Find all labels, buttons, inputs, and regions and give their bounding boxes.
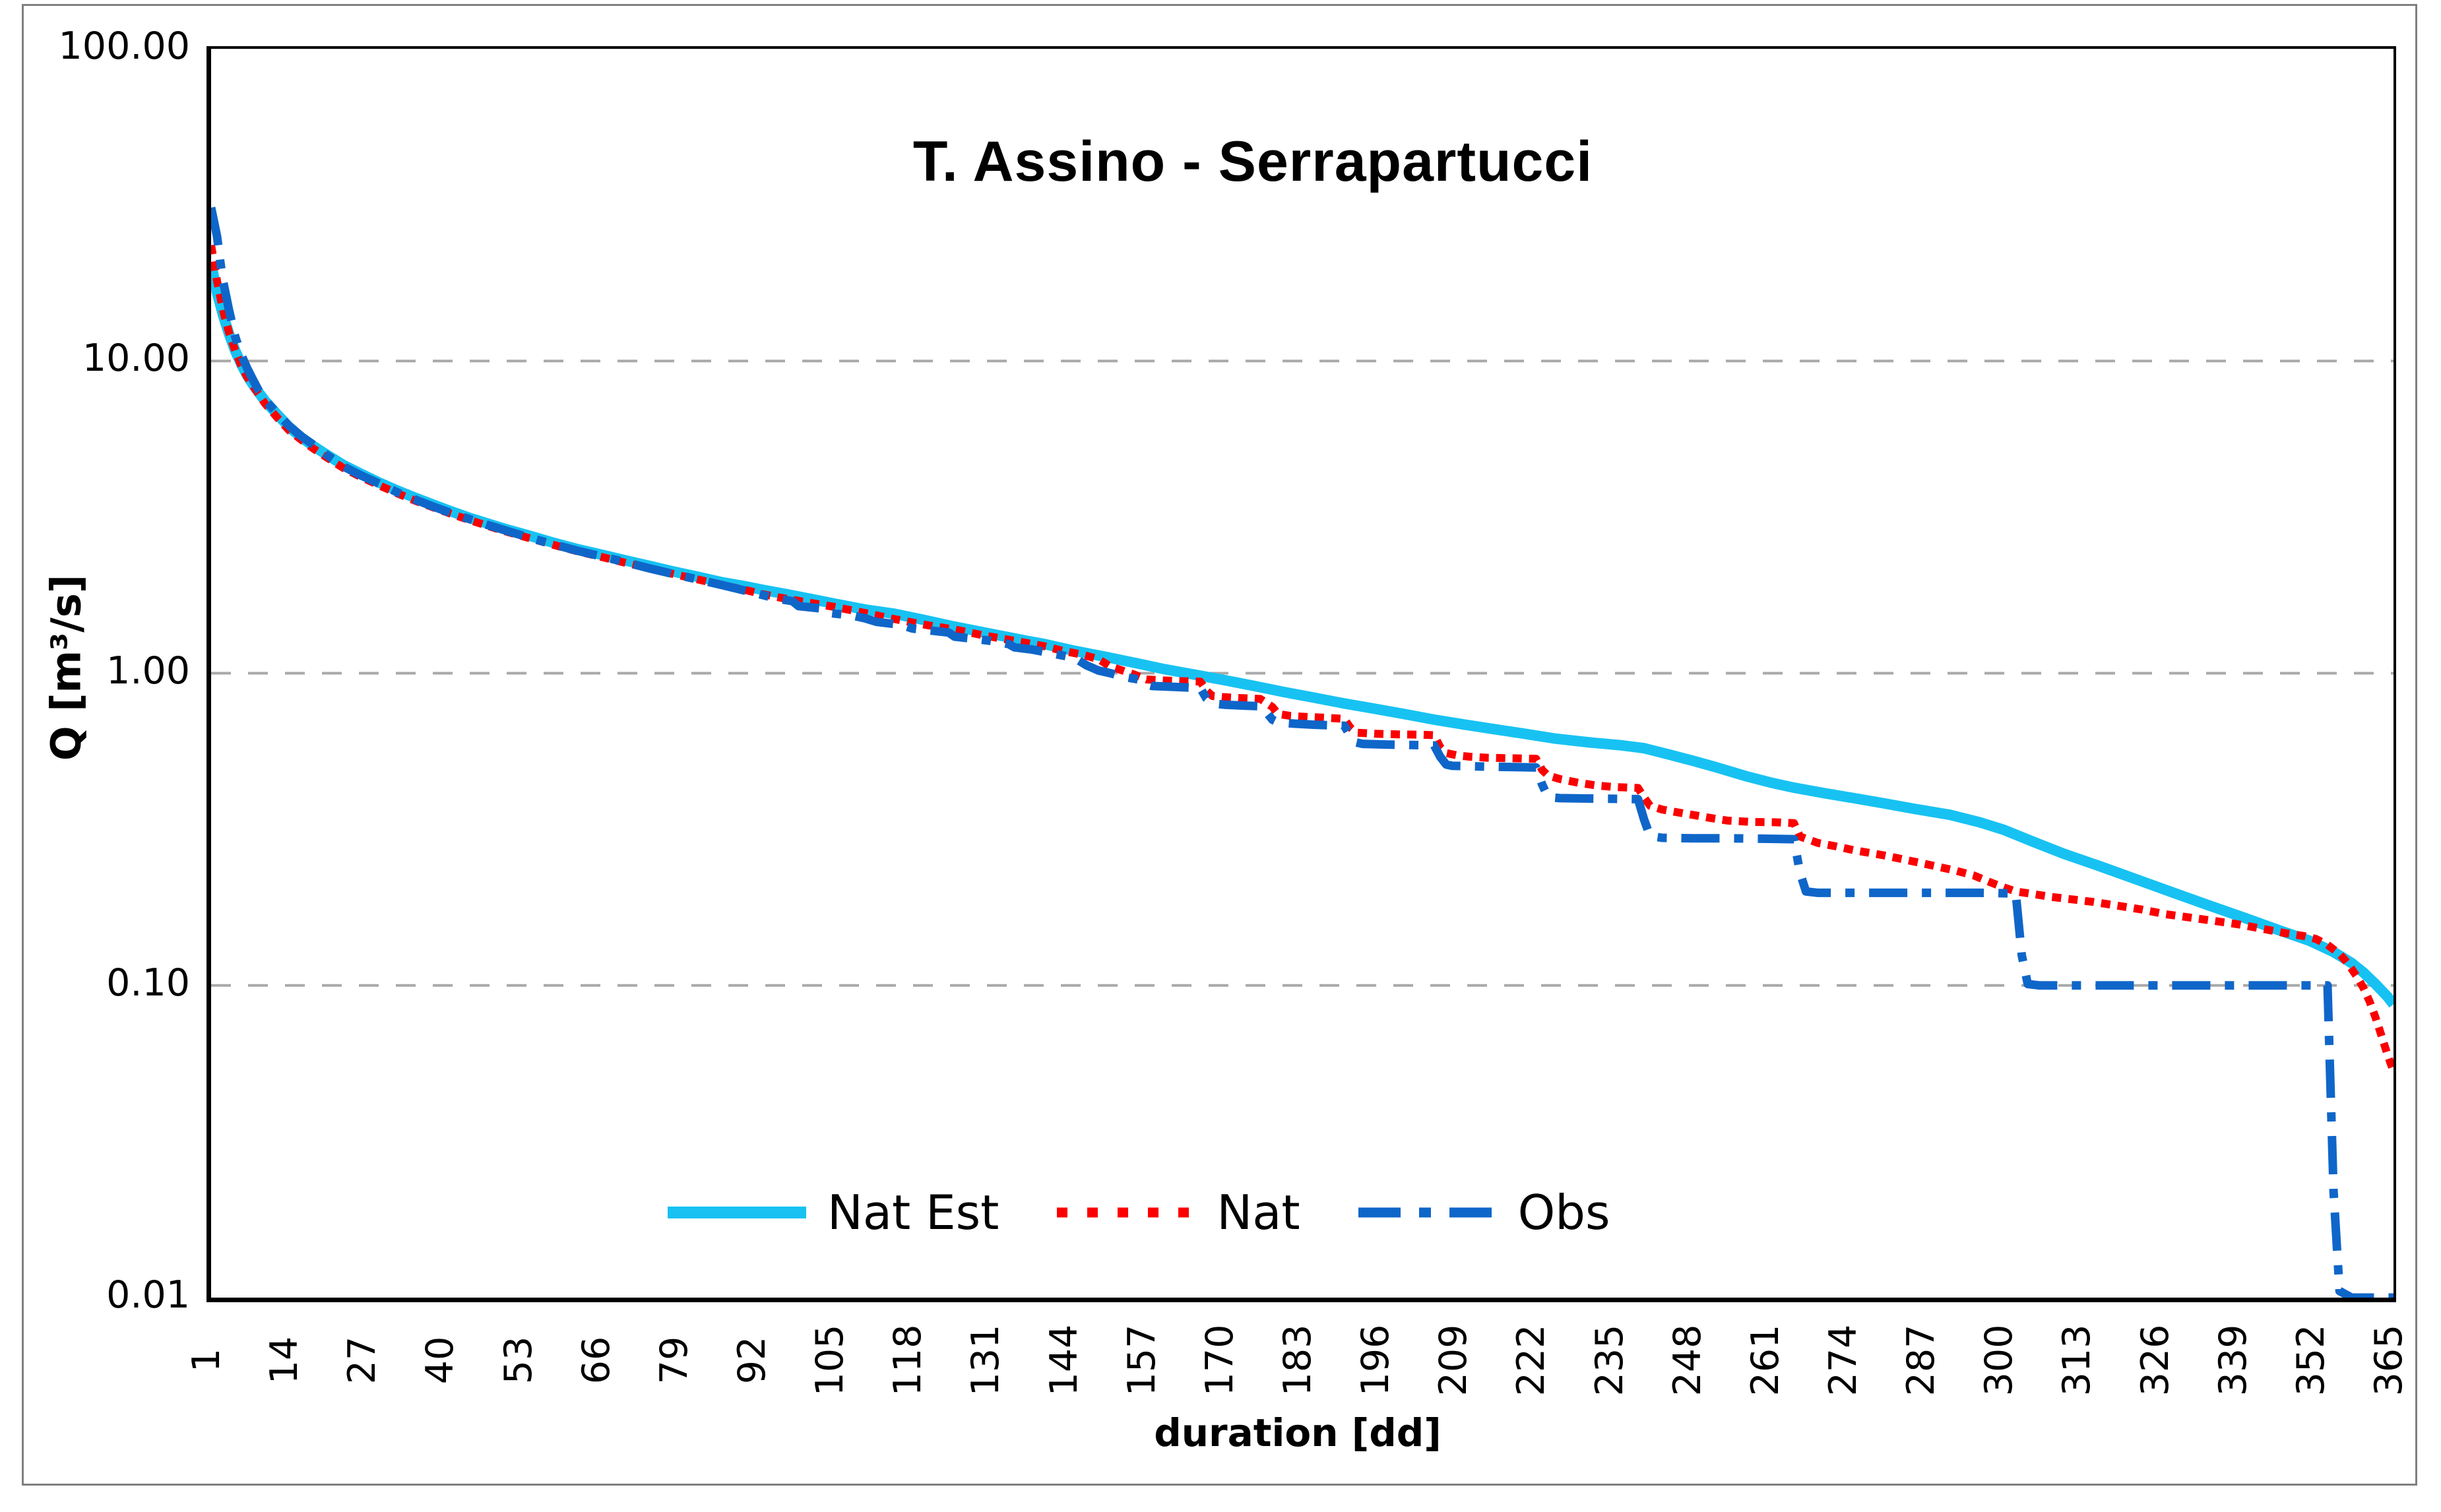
x-tick-label: 118 bbox=[886, 1324, 930, 1397]
x-tick-label: 352 bbox=[2289, 1324, 2333, 1397]
x-tick-label: 1 bbox=[185, 1348, 228, 1373]
x-tick-label: 222 bbox=[1509, 1324, 1554, 1397]
x-tick-label: 196 bbox=[1354, 1324, 1398, 1397]
legend-swatch-nat bbox=[1057, 1207, 1196, 1218]
series-line-obs bbox=[211, 206, 2393, 1298]
legend-swatch-obs bbox=[1358, 1207, 1497, 1218]
x-tick-label: 248 bbox=[1665, 1324, 1709, 1397]
plot-area bbox=[206, 46, 2396, 1302]
x-tick-label: 105 bbox=[808, 1324, 852, 1397]
x-tick-label: 365 bbox=[2367, 1324, 2411, 1397]
x-tick-label: 183 bbox=[1276, 1324, 1319, 1397]
x-tick-label: 170 bbox=[1197, 1324, 1242, 1397]
y-tick-label: 10.00 bbox=[82, 336, 190, 381]
y-tick-label: 1.00 bbox=[106, 648, 190, 693]
x-tick-label: 92 bbox=[730, 1336, 774, 1385]
x-tick-label: 53 bbox=[496, 1336, 540, 1385]
x-tick-label: 131 bbox=[964, 1324, 1008, 1397]
chart-title: T. Assino - Serrapartucci bbox=[912, 130, 1593, 193]
plot-svg bbox=[211, 206, 2393, 1298]
legend-label-nat: Nat bbox=[1217, 1185, 1300, 1240]
x-tick-label: 313 bbox=[2055, 1324, 2099, 1397]
x-tick-label: 287 bbox=[1899, 1324, 1944, 1397]
x-tick-label: 235 bbox=[1587, 1324, 1632, 1397]
legend: Nat Est Nat Obs bbox=[668, 1185, 1610, 1240]
x-tick-label: 27 bbox=[340, 1336, 385, 1385]
x-tick-label: 274 bbox=[1822, 1324, 1865, 1397]
x-tick-label: 339 bbox=[2211, 1324, 2255, 1397]
legend-item-nat: Nat bbox=[1057, 1185, 1300, 1240]
x-tick-label: 261 bbox=[1743, 1324, 1787, 1397]
x-tick-label: 209 bbox=[1432, 1324, 1476, 1397]
x-tick-label: 14 bbox=[263, 1336, 307, 1385]
figure-border bbox=[22, 4, 2417, 1486]
legend-item-obs: Obs bbox=[1358, 1185, 1610, 1240]
x-tick-label: 66 bbox=[574, 1336, 618, 1385]
y-tick-label: 100.00 bbox=[58, 24, 190, 68]
x-tick-label: 300 bbox=[1977, 1324, 2021, 1397]
x-tick-label: 40 bbox=[418, 1336, 462, 1385]
x-tick-label: 157 bbox=[1120, 1324, 1164, 1397]
legend-item-nat-est: Nat Est bbox=[668, 1185, 999, 1240]
legend-label-nat-est: Nat Est bbox=[827, 1185, 999, 1240]
x-tick-label: 144 bbox=[1042, 1324, 1086, 1397]
legend-label-obs: Obs bbox=[1517, 1185, 1610, 1240]
legend-swatch-nat-est bbox=[668, 1207, 806, 1218]
x-axis-title: duration [dd] bbox=[1154, 1410, 1442, 1455]
y-tick-label: 0.10 bbox=[106, 961, 190, 1005]
series-line-nat bbox=[211, 244, 2393, 1073]
y-tick-label: 0.01 bbox=[106, 1273, 190, 1317]
x-tick-label: 326 bbox=[2133, 1324, 2177, 1397]
x-tick-label: 79 bbox=[652, 1336, 696, 1385]
series-line-nat-est bbox=[211, 263, 2393, 1008]
